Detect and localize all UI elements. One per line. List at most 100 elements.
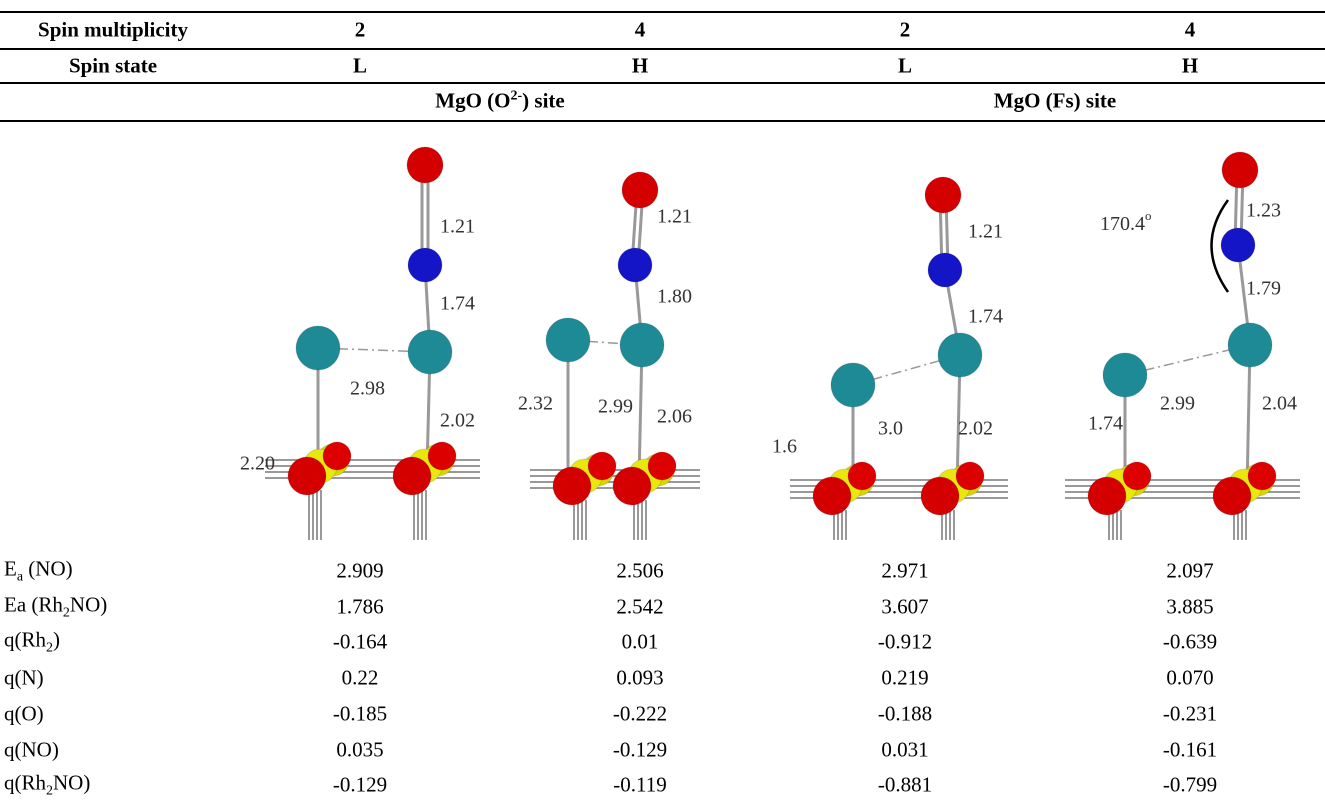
atom-o — [407, 147, 443, 183]
atom-o — [813, 477, 851, 515]
cell-value: 2.909 — [336, 559, 383, 584]
text-part: q(Rh — [4, 628, 46, 652]
bond-length: 2.99 — [1160, 393, 1195, 415]
cell-value: -0.129 — [613, 737, 667, 762]
bond-length: 1.74 — [968, 306, 1003, 328]
cell-value: 0.219 — [881, 666, 928, 691]
atom-rh — [1228, 323, 1272, 367]
text-part: o — [1145, 208, 1152, 223]
cell-value: -0.161 — [1163, 737, 1217, 762]
header-cell: 2 — [355, 18, 366, 43]
text-part: 170.4 — [1100, 213, 1145, 235]
bond-length: 1.74 — [440, 293, 475, 315]
row-label: q(Rh2) — [4, 628, 60, 657]
cell-value: 3.885 — [1166, 594, 1213, 619]
cell-value: 2.506 — [616, 559, 663, 584]
text-part: MgO (O — [435, 89, 510, 113]
atom-o — [588, 452, 616, 480]
page: 1.211.742.982.022.201.211.802.992.322.06… — [0, 0, 1325, 809]
atom-rh — [620, 323, 664, 367]
bond-length: 2.04 — [1262, 393, 1297, 415]
atom-o — [1088, 477, 1126, 515]
atom-o — [925, 177, 961, 213]
cell-value: 2.542 — [616, 594, 663, 619]
atom-rh — [1103, 353, 1147, 397]
header-cell: H — [632, 54, 648, 79]
row-label: q(O) — [4, 701, 44, 726]
bond-length: 2.06 — [657, 406, 692, 428]
cell-value: -0.119 — [613, 773, 666, 798]
row-label: q(N) — [4, 666, 44, 691]
atom-o — [428, 442, 456, 470]
atom-o — [323, 442, 351, 470]
row-label: Ea (Rh2NO) — [4, 592, 107, 621]
text-part: Ea (Rh — [4, 592, 63, 616]
atom-o — [921, 477, 959, 515]
atom-o — [553, 467, 591, 505]
atom-rh — [831, 363, 875, 407]
header-cell: L — [353, 54, 367, 79]
site-group: MgO (Fs) site — [994, 89, 1116, 114]
bond-length: 1.23 — [1246, 200, 1281, 222]
atom-o — [622, 172, 658, 208]
row-label: q(Rh2NO) — [4, 771, 90, 800]
cell-value: 0.22 — [342, 666, 379, 691]
cell-value: -0.188 — [878, 701, 932, 726]
text-part: 2- — [510, 89, 522, 104]
text-part: MgO (Fs) site — [994, 89, 1116, 113]
atom-o — [393, 457, 431, 495]
cell-value: 2.097 — [1166, 559, 1213, 584]
atom-o — [613, 467, 651, 505]
atom-o — [1123, 462, 1151, 490]
atom-o — [648, 452, 676, 480]
text-part: (NO) — [23, 556, 73, 580]
bond-length: 2.02 — [440, 410, 475, 432]
bond-length: 2.32 — [518, 393, 553, 415]
cell-value: -0.881 — [878, 773, 932, 798]
header-cell: H — [1182, 54, 1198, 79]
atom-n — [408, 248, 442, 282]
cell-value: 0.01 — [622, 630, 659, 655]
atom-rh — [296, 326, 340, 370]
text-part: NO) — [53, 771, 90, 795]
bond-length: 3.0 — [878, 418, 903, 440]
row-label: q(NO) — [4, 737, 59, 762]
cell-value: 0.070 — [1166, 666, 1213, 691]
text-part: q(N) — [4, 666, 44, 690]
header-cell: 2 — [900, 18, 911, 43]
header-cell: 4 — [635, 18, 646, 43]
bond-length: 1.79 — [1246, 278, 1281, 300]
bond-length: 1.21 — [657, 206, 692, 228]
cell-value: -0.129 — [333, 773, 387, 798]
header-label: Spin multiplicity — [38, 18, 188, 43]
text-part: 2 — [46, 641, 53, 656]
text-part: 2 — [63, 605, 70, 620]
site-group: MgO (O2-) site — [435, 89, 564, 114]
text-part: ) site — [522, 89, 565, 113]
bond-length: 1.21 — [968, 221, 1003, 243]
cell-value: -0.799 — [1163, 773, 1217, 798]
bond-angle: 170.4o — [1100, 208, 1152, 235]
atom-o — [1213, 477, 1251, 515]
header-label: Spin state — [69, 54, 157, 79]
text-part: E — [4, 556, 17, 580]
text-part: q(Rh — [4, 771, 46, 795]
bond-length: 1.80 — [657, 286, 692, 308]
cell-value: 3.607 — [881, 594, 928, 619]
cell-value: -0.185 — [333, 701, 387, 726]
cell-value: -0.639 — [1163, 630, 1217, 655]
atom-n — [1221, 228, 1255, 262]
atom-rh — [546, 318, 590, 362]
atom-o — [288, 457, 326, 495]
cell-value: -0.231 — [1163, 701, 1217, 726]
cell-value: -0.912 — [878, 630, 932, 655]
cell-value: 1.786 — [336, 594, 383, 619]
bond-length: 1.6 — [772, 436, 797, 458]
header-cell: 4 — [1185, 18, 1196, 43]
cell-value: 0.031 — [881, 737, 928, 762]
bond-length: 1.74 — [1088, 413, 1123, 435]
cell-value: 0.093 — [616, 666, 663, 691]
text-part: q(NO) — [4, 737, 59, 761]
atom-o — [1222, 152, 1258, 188]
text-part: 2 — [46, 784, 53, 799]
